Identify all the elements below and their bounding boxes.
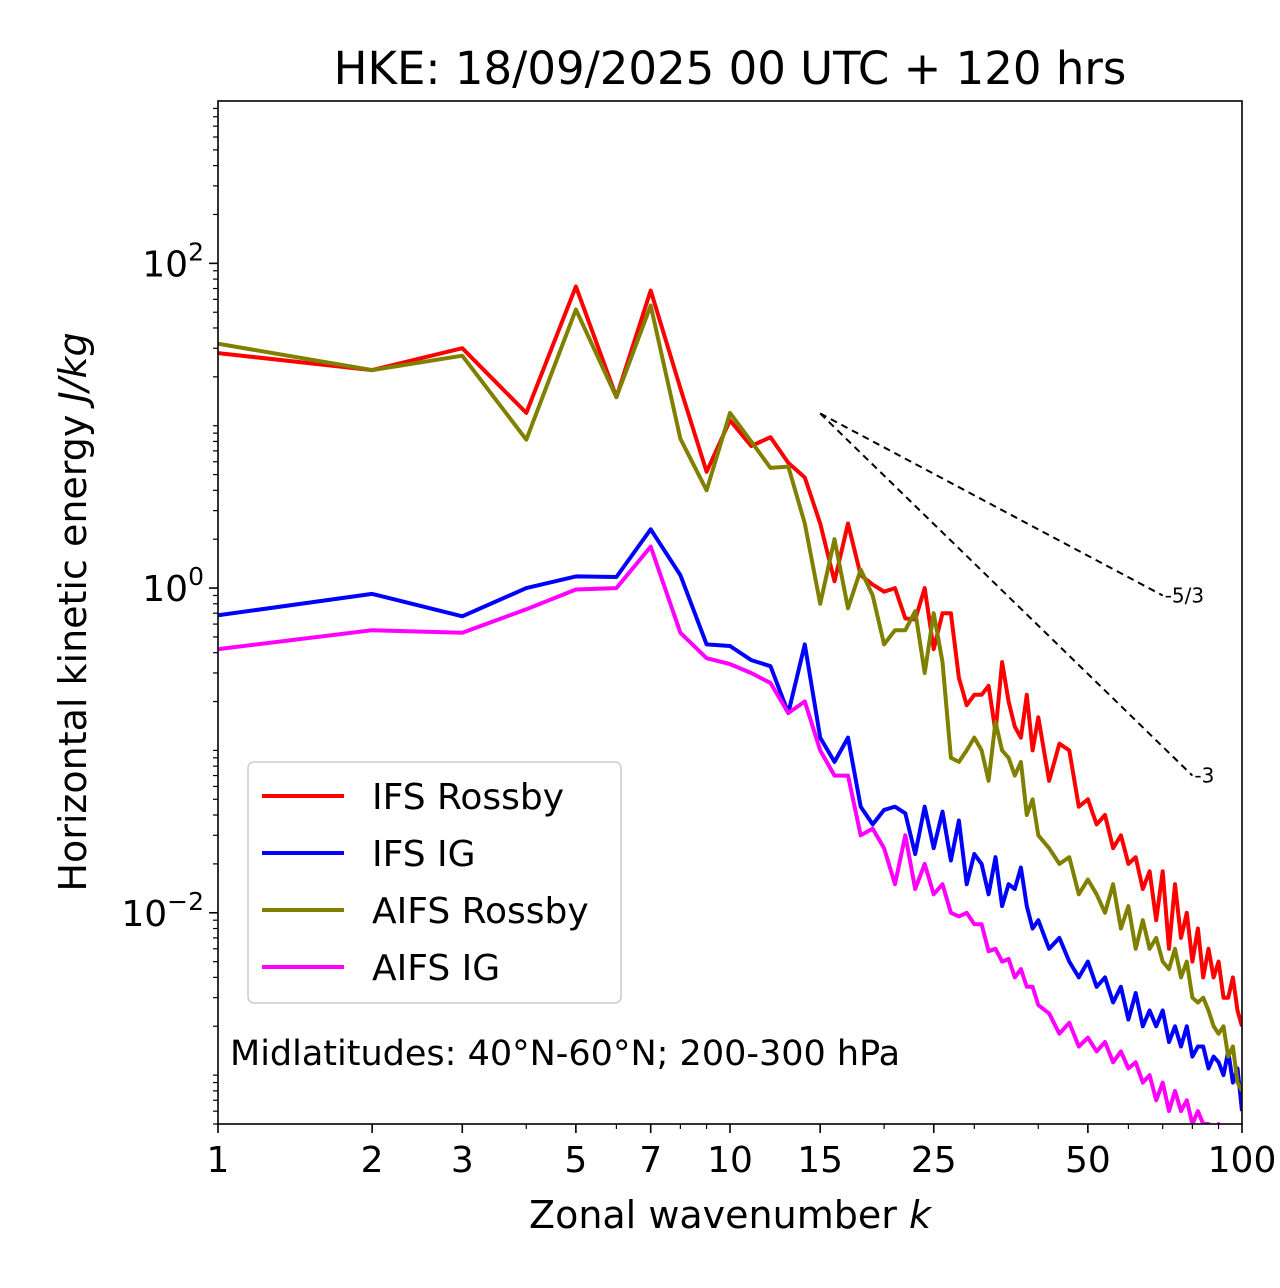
legend-label-aifs-rossby: AIFS Rossby [372, 891, 589, 932]
x-axis-label: Zonal wavenumber k [529, 1193, 933, 1237]
reference-slope-line [819, 412, 1194, 777]
reference-slope-label: -5/3 [1165, 583, 1204, 607]
x-tick-label: 7 [639, 1140, 662, 1181]
x-tick-label: 2 [361, 1140, 384, 1181]
y-axis-label-main: Horizontal kinetic energy [51, 403, 95, 892]
x-tick-label: 3 [451, 1140, 474, 1181]
plot-frame [217, 100, 1243, 1125]
reference-slopes: -5/3 -3 [819, 412, 1214, 788]
chart-title: HKE: 18/09/2025 00 UTC + 120 hrs [334, 42, 1127, 95]
x-tick-label: 100 [1208, 1140, 1277, 1181]
reference-slope-line [819, 412, 1164, 597]
series-line-ifs-ig [218, 527, 1242, 1112]
series-line-aifs-rossby [218, 303, 1242, 1092]
x-axis-label-main: Zonal wavenumber [529, 1193, 909, 1237]
x-tick-label: 10 [707, 1140, 753, 1181]
y-axis-label-unit: J/kg [51, 332, 95, 409]
reference-slope-label: -3 [1194, 764, 1214, 788]
y-tick-label: 100 [142, 562, 204, 610]
series-layer [218, 284, 1242, 1124]
y-tick-labels: 102 100 10−2 [121, 237, 204, 934]
x-tick-label: 50 [1065, 1140, 1111, 1181]
series-line-aifs-ig [218, 544, 1221, 1124]
x-tick-label: 25 [911, 1140, 957, 1181]
x-tick-label: 15 [797, 1140, 843, 1181]
legend: IFS Rossby IFS IG AIFS Rossby AIFS IG [247, 761, 622, 1004]
y-tick-label: 10−2 [121, 887, 204, 935]
y-axis-label: Horizontal kinetic energy J/kg [51, 332, 95, 891]
legend-label-ifs-rossby: IFS Rossby [372, 777, 564, 818]
legend-label-ifs-ig: IFS IG [372, 834, 476, 875]
x-tick-label: 1 [207, 1140, 230, 1181]
x-axis-label-var: k [909, 1193, 933, 1237]
legend-label-aifs-ig: AIFS IG [372, 948, 500, 989]
major-ticks [209, 262, 1243, 1133]
legend-box [247, 761, 622, 1004]
x-tick-label: 5 [564, 1140, 587, 1181]
y-tick-label: 102 [142, 237, 204, 285]
series-line-ifs-rossby [218, 284, 1242, 1027]
region-annotation: Midlatitudes: 40°N-60°N; 200-300 hPa [230, 1034, 900, 1074]
x-tick-labels: 1 2 3 5 7 10 15 25 50 100 [207, 1140, 1277, 1181]
